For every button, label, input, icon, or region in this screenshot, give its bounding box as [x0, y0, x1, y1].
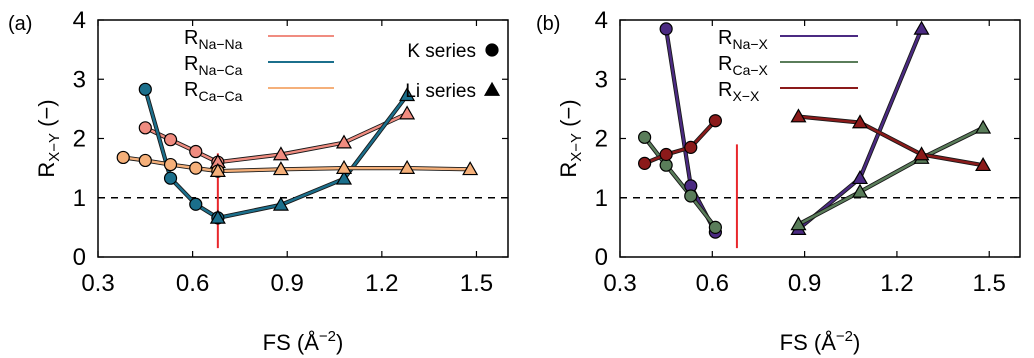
series-line-na-na — [217, 112, 408, 164]
x-tick-label: 0.9 — [271, 270, 304, 297]
data-point-na-x-li — [851, 169, 869, 185]
marker-legend-circle — [485, 43, 499, 57]
series-line-na-ca — [217, 94, 409, 220]
y-tick-label: 3 — [73, 66, 86, 93]
legend-label: RCa−X — [718, 53, 769, 78]
data-point-ca-ca-k — [116, 150, 130, 165]
data-point-na-na-li — [335, 134, 353, 149]
data-point-x-x-k — [638, 156, 652, 170]
data-point-na-na-li — [399, 105, 416, 120]
data-point-ca-ca-k — [189, 161, 203, 175]
data-point-x-x-li — [790, 108, 807, 123]
data-point-ca-x-li — [975, 119, 992, 134]
series-line-outline — [217, 93, 409, 220]
panel-b: (b) 0.3 0.6 0.9 1.2 1.5 0 1 2 3 4 FS (Å−2) RX−Y (−) R… — [536, 7, 1021, 355]
series-line-na-ca — [144, 88, 219, 219]
marker-legend-label: Li series — [405, 81, 476, 102]
y-axis-label: RX−Y (−) — [556, 99, 585, 177]
legend-label: RNa−Ca — [184, 53, 243, 78]
data-point-ca-x-li — [851, 183, 869, 198]
data-point-ca-ca-li — [462, 161, 479, 176]
data-point-na-na-k — [138, 121, 152, 135]
legend-label: RX−X — [718, 79, 760, 104]
data-point-na-ca-k — [163, 171, 178, 185]
series-line-outline — [217, 111, 408, 165]
series-line-ca-x — [643, 136, 717, 229]
y-tick-label: 0 — [73, 244, 86, 271]
data-point-ca-x-k — [708, 220, 722, 234]
data-point-na-na-li — [272, 146, 289, 161]
series-line-x-x — [644, 119, 717, 165]
data-point-na-ca-k — [138, 82, 152, 96]
data-point-ca-ca-li — [399, 159, 416, 174]
data-point-na-ca-li — [335, 170, 353, 185]
x-tick-label: 1.5 — [973, 270, 1006, 297]
x-axis-label: FS (Å−2) — [780, 328, 861, 355]
legend-label: RNa−Na — [184, 27, 243, 52]
marker-legend-triangle — [483, 81, 501, 96]
y-tick-label: 4 — [595, 7, 608, 34]
y-tick-label: 2 — [595, 126, 608, 153]
y-tick-label: 2 — [73, 126, 86, 153]
y-axis-label: RX−Y (−) — [34, 99, 63, 177]
panel-label: (b) — [536, 13, 560, 35]
data-point-x-x-li — [975, 156, 992, 172]
x-axis-label: FS (Å−2) — [263, 328, 344, 355]
data-point-ca-ca-li — [272, 161, 289, 176]
y-tick-label: 1 — [73, 185, 86, 212]
data-point-ca-ca-k — [138, 153, 152, 168]
data-point-ca-x-k — [638, 130, 652, 144]
y-tick-label: 0 — [595, 244, 608, 271]
series-line-x-x — [798, 115, 984, 167]
data-point-ca-ca-li — [335, 159, 353, 174]
data-point-x-x-li — [851, 114, 869, 129]
legend-label: RNa−X — [718, 27, 769, 52]
x-tick-label: 1.2 — [880, 270, 913, 297]
data-point-na-na-k — [163, 133, 178, 147]
data-point-x-x-k — [708, 114, 722, 128]
panel-a: (a) 0.3 0.6 0.9 1.2 1.5 0 1 2 3 4 FS (Å−2) RX−Y (−) R… — [8, 7, 509, 355]
series-line-na-x — [797, 28, 923, 231]
y-tick-label: 4 — [73, 7, 86, 34]
data-point-na-na-k — [189, 144, 203, 159]
data-point-ca-x-k — [684, 189, 698, 203]
data-point-na-ca-li — [272, 196, 289, 211]
data-point-x-x-li — [913, 146, 930, 161]
x-tick-label: 1.2 — [365, 270, 398, 297]
data-point-ca-x-li — [790, 216, 807, 231]
series-line-outline — [143, 88, 219, 220]
x-tick-label: 0.6 — [696, 270, 729, 297]
series-line-outline — [797, 28, 924, 231]
y-tick-label: 3 — [595, 66, 608, 93]
data-point-na-x-li — [913, 20, 930, 35]
data-point-na-ca-li — [399, 87, 416, 102]
marker-legend-label: K series — [407, 41, 476, 62]
y-tick-label: 1 — [595, 185, 608, 212]
data-point-x-x-k — [684, 140, 698, 154]
x-tick-label: 1.5 — [460, 270, 493, 297]
x-tick-label: 0.3 — [81, 270, 114, 297]
data-point-na-ca-li — [209, 209, 226, 224]
panel-label: (a) — [8, 13, 32, 35]
x-tick-label: 0.6 — [176, 270, 209, 297]
x-tick-label: 0.9 — [788, 270, 821, 297]
data-point-ca-ca-li — [209, 162, 226, 177]
data-point-ca-ca-k — [163, 157, 178, 172]
x-tick-label: 0.3 — [603, 270, 636, 297]
data-point-na-x-k — [659, 22, 673, 36]
legend-label: RCa−Ca — [184, 79, 243, 104]
data-point-x-x-k — [659, 147, 673, 162]
series-line-ca-x — [797, 126, 984, 226]
data-point-na-ca-k — [189, 197, 203, 211]
